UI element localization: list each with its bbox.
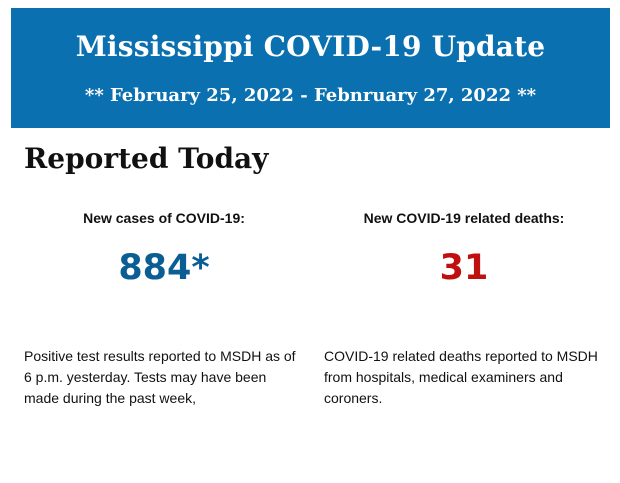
cases-value: 884* (118, 248, 210, 288)
section-heading: Reported Today (24, 142, 269, 175)
header-banner: Mississippi COVID-19 Update ** February … (11, 8, 610, 128)
cases-description: Positive test results reported to MSDH a… (24, 348, 296, 406)
cases-label: New cases of COVID-19: (83, 210, 245, 226)
deaths-description: COVID-19 related deaths reported to MSDH… (324, 348, 598, 406)
deaths-label: New COVID-19 related deaths: (363, 210, 565, 226)
date-range: ** February 25, 2022 - Febnruary 27, 202… (84, 85, 537, 106)
deaths-value: 31 (439, 248, 489, 288)
page-title: Mississippi COVID-19 Update (75, 30, 546, 63)
